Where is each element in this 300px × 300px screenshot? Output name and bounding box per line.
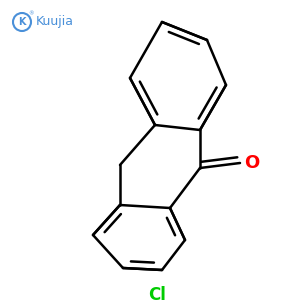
Text: O: O [244,154,259,172]
Text: Kuujia: Kuujia [36,16,74,28]
Text: K: K [18,17,26,27]
Text: Cl: Cl [148,286,166,300]
Text: ®: ® [28,11,34,16]
